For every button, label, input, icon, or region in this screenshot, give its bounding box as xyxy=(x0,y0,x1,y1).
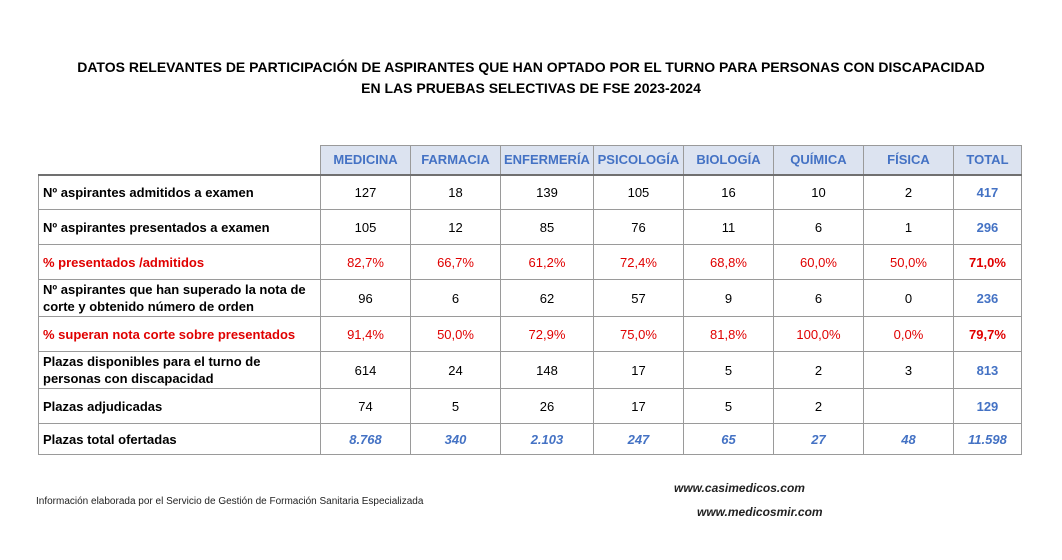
total-cell: 813 xyxy=(952,351,1022,389)
table-cell: 10 xyxy=(772,173,864,210)
column-header: PSICOLOGÍA xyxy=(592,145,684,175)
table-row: % superan nota corte sobre presentados 9… xyxy=(38,316,1022,352)
table-row: Plazas adjudicadas 74 5 26 17 5 2 129 xyxy=(38,388,1022,424)
table-cell: 81,8% xyxy=(682,316,774,352)
table-cell: 72,4% xyxy=(592,244,684,280)
table-header-row: MEDICINA FARMACIA ENFERMERÍA PSICOLOGÍA … xyxy=(38,145,1022,175)
table-cell: 57 xyxy=(592,279,684,317)
table-cell: 6 xyxy=(772,279,864,317)
total-cell: 417 xyxy=(952,173,1022,210)
table-cell: 1 xyxy=(862,209,954,245)
table-cell: 61,2% xyxy=(500,244,594,280)
table-cell: 614 xyxy=(320,351,411,389)
table-cell: 62 xyxy=(500,279,594,317)
table-cell: 75,0% xyxy=(592,316,684,352)
table-cell: 68,8% xyxy=(682,244,774,280)
column-header: FÍSICA xyxy=(862,145,954,175)
column-header: TOTAL xyxy=(952,145,1022,175)
table-cell: 11 xyxy=(682,209,774,245)
table-cell: 72,9% xyxy=(500,316,594,352)
table-cell: 60,0% xyxy=(772,244,864,280)
table-cell: 91,4% xyxy=(320,316,411,352)
table-cell: 2 xyxy=(772,388,864,424)
table-cell: 2 xyxy=(772,351,864,389)
table-cell: 18 xyxy=(410,173,501,210)
total-cell: 129 xyxy=(952,388,1022,424)
column-header: BIOLOGÍA xyxy=(682,145,774,175)
table-cell: 24 xyxy=(410,351,501,389)
row-label: % presentados /admitidos xyxy=(38,244,321,280)
row-label: Nº aspirantes que han superado la nota d… xyxy=(38,279,321,317)
total-cell: 296 xyxy=(952,209,1022,245)
table-row: Plazas total ofertadas 8.768 340 2.103 2… xyxy=(38,423,1022,455)
table-cell: 26 xyxy=(500,388,594,424)
table-cell: 0 xyxy=(862,279,954,317)
table-cell: 148 xyxy=(500,351,594,389)
table-cell: 340 xyxy=(410,423,501,455)
column-header: ENFERMERÍA xyxy=(500,145,594,175)
table-row: % presentados /admitidos 82,7% 66,7% 61,… xyxy=(38,244,1022,280)
total-cell: 71,0% xyxy=(952,244,1022,280)
table-cell: 48 xyxy=(862,423,954,455)
source-note: Información elaborada por el Servicio de… xyxy=(36,496,424,507)
table-cell xyxy=(862,388,954,424)
table-cell: 5 xyxy=(682,388,774,424)
table-cell: 8.768 xyxy=(320,423,411,455)
table-cell: 100,0% xyxy=(772,316,864,352)
table-cell: 65 xyxy=(682,423,774,455)
table-cell: 6 xyxy=(410,279,501,317)
table-row: Nº aspirantes que han superado la nota d… xyxy=(38,279,1022,317)
row-label: Plazas total ofertadas xyxy=(38,423,321,455)
table-cell: 0,0% xyxy=(862,316,954,352)
table-cell: 5 xyxy=(410,388,501,424)
table-cell: 139 xyxy=(500,173,594,210)
table-cell: 66,7% xyxy=(410,244,501,280)
table-cell: 127 xyxy=(320,173,411,210)
table-cell: 2 xyxy=(862,173,954,210)
participation-table: MEDICINA FARMACIA ENFERMERÍA PSICOLOGÍA … xyxy=(38,145,1022,455)
table-cell: 17 xyxy=(592,388,684,424)
table-cell: 2.103 xyxy=(500,423,594,455)
table-cell: 247 xyxy=(592,423,684,455)
table-cell: 76 xyxy=(592,209,684,245)
table-cell: 12 xyxy=(410,209,501,245)
column-header: MEDICINA xyxy=(320,145,411,175)
total-cell: 11.598 xyxy=(952,423,1022,455)
table-row: Nº aspirantes presentados a examen 105 1… xyxy=(38,209,1022,245)
row-label: Plazas adjudicadas xyxy=(38,388,321,424)
column-header: FARMACIA xyxy=(410,145,501,175)
table-cell: 96 xyxy=(320,279,411,317)
table-cell: 74 xyxy=(320,388,411,424)
column-header: QUÍMICA xyxy=(772,145,864,175)
website-medicosmir: www.medicosmir.com xyxy=(697,505,823,519)
table-cell: 50,0% xyxy=(410,316,501,352)
table-cell: 5 xyxy=(682,351,774,389)
table-row: Plazas disponibles para el turno de pers… xyxy=(38,351,1022,389)
table-cell: 50,0% xyxy=(862,244,954,280)
row-label: % superan nota corte sobre presentados xyxy=(38,316,321,352)
total-cell: 79,7% xyxy=(952,316,1022,352)
header-corner xyxy=(38,145,321,175)
row-label: Nº aspirantes admitidos a examen xyxy=(38,173,321,210)
row-label: Nº aspirantes presentados a examen xyxy=(38,209,321,245)
table-cell: 17 xyxy=(592,351,684,389)
table-cell: 6 xyxy=(772,209,864,245)
table-cell: 105 xyxy=(592,173,684,210)
table-cell: 105 xyxy=(320,209,411,245)
page-title: DATOS RELEVANTES DE PARTICIPACIÓN DE ASP… xyxy=(0,57,1062,99)
table-cell: 82,7% xyxy=(320,244,411,280)
table-cell: 27 xyxy=(772,423,864,455)
website-casimedicos: www.casimedicos.com xyxy=(674,481,805,495)
table-cell: 85 xyxy=(500,209,594,245)
title-line-1: DATOS RELEVANTES DE PARTICIPACIÓN DE ASP… xyxy=(77,59,985,75)
total-cell: 236 xyxy=(952,279,1022,317)
table-cell: 16 xyxy=(682,173,774,210)
title-line-2: EN LAS PRUEBAS SELECTIVAS DE FSE 2023-20… xyxy=(361,80,701,96)
table-cell: 9 xyxy=(682,279,774,317)
table-cell: 3 xyxy=(862,351,954,389)
row-label: Plazas disponibles para el turno de pers… xyxy=(38,351,321,389)
table-row: Nº aspirantes admitidos a examen 127 18 … xyxy=(38,173,1022,210)
